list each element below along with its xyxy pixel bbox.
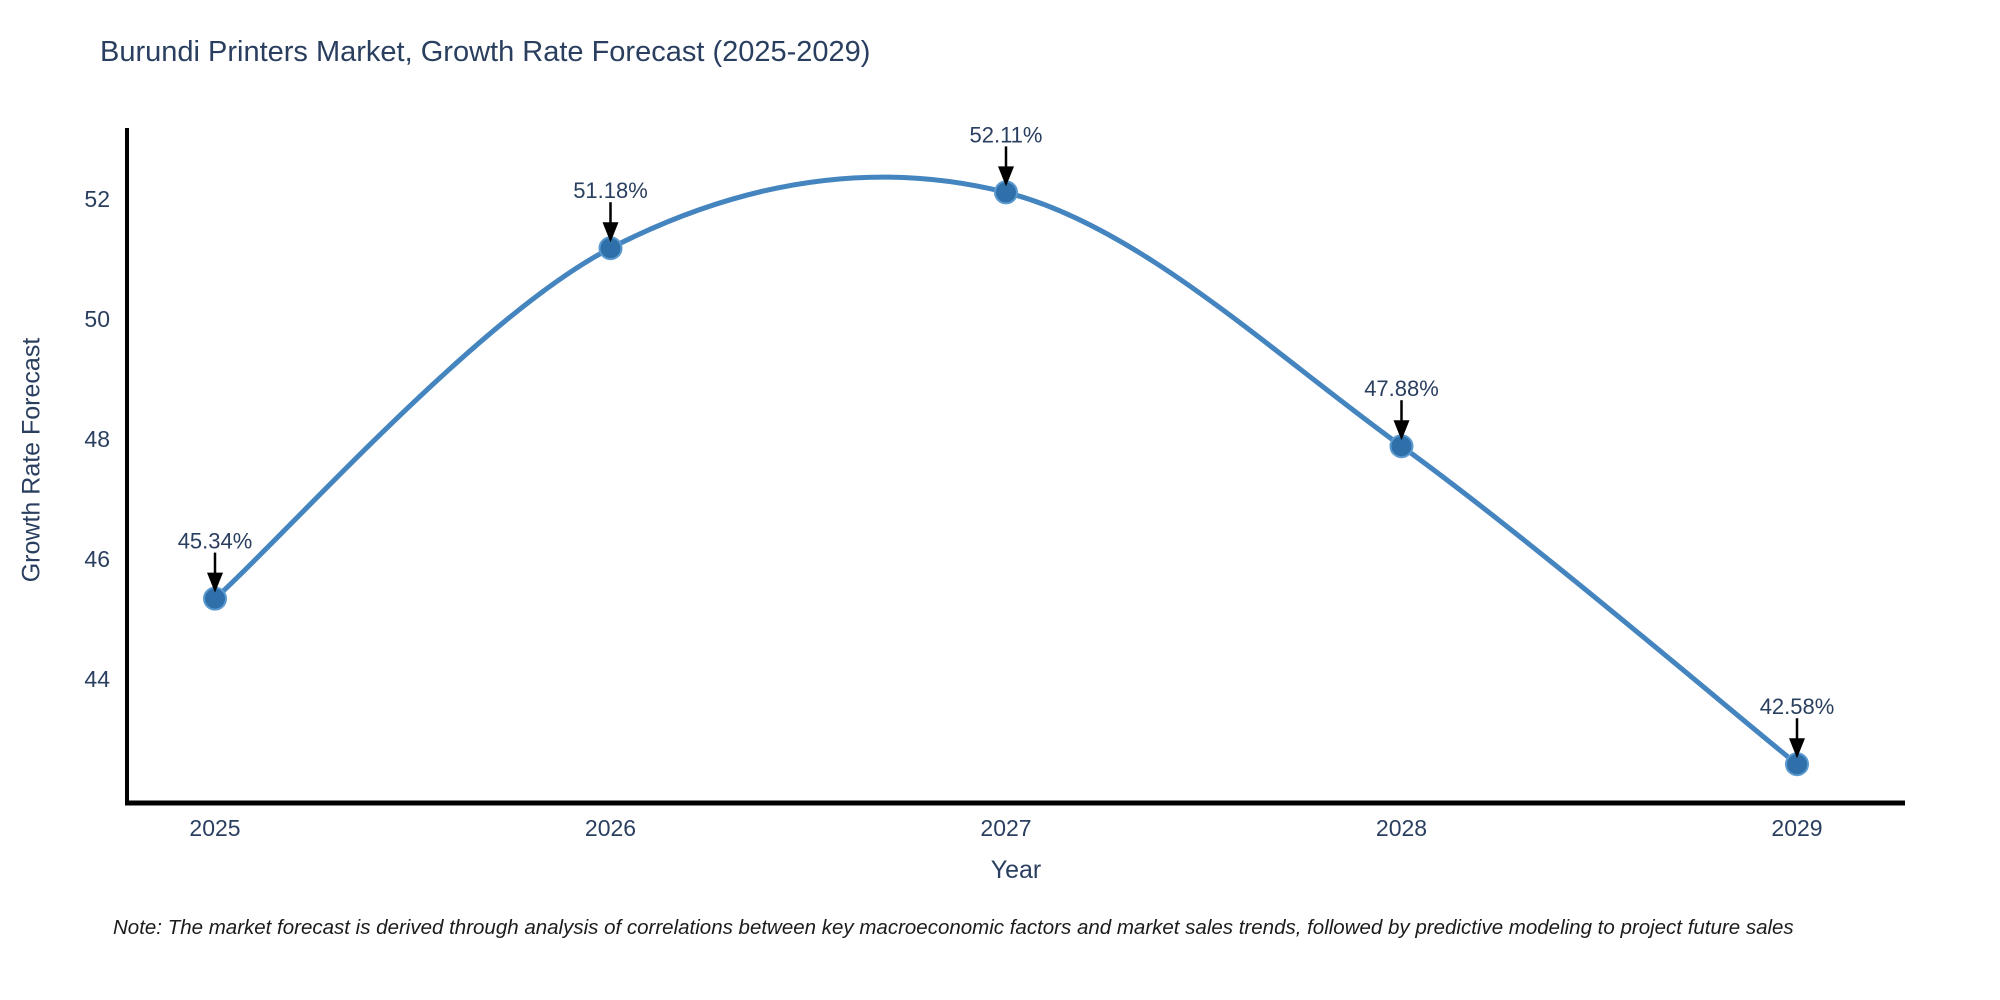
annotation-arrowhead-icon [998, 166, 1014, 187]
x-tick-label: 2028 [1376, 815, 1427, 841]
x-tick-label: 2029 [1771, 815, 1822, 841]
y-tick-label: 46 [84, 546, 110, 572]
x-tick-label: 2025 [189, 815, 240, 841]
chart-title: Burundi Printers Market, Growth Rate For… [100, 36, 871, 68]
y-tick-label: 48 [84, 426, 110, 452]
point-value-label: 52.11% [970, 122, 1043, 147]
annotation-arrowhead-icon [207, 572, 223, 593]
annotation-arrowhead-icon [1789, 738, 1805, 759]
x-tick-label: 2027 [980, 815, 1031, 841]
y-tick-label: 52 [84, 186, 110, 212]
x-tick-label: 2026 [585, 815, 636, 841]
y-tick-label: 44 [84, 666, 110, 692]
point-value-label: 51.18% [573, 178, 648, 203]
point-value-label: 47.88% [1364, 376, 1439, 401]
annotation-arrowhead-icon [1393, 420, 1410, 441]
y-tick-label: 50 [84, 306, 110, 332]
forecast-line [212, 174, 1800, 767]
x-axis-title: Year [990, 856, 1042, 884]
annotation-arrowhead-icon [602, 222, 619, 243]
point-value-label: 45.34% [178, 529, 253, 554]
footnote: Note: The market forecast is derived thr… [113, 916, 1794, 939]
point-value-label: 42.58% [1760, 694, 1835, 719]
